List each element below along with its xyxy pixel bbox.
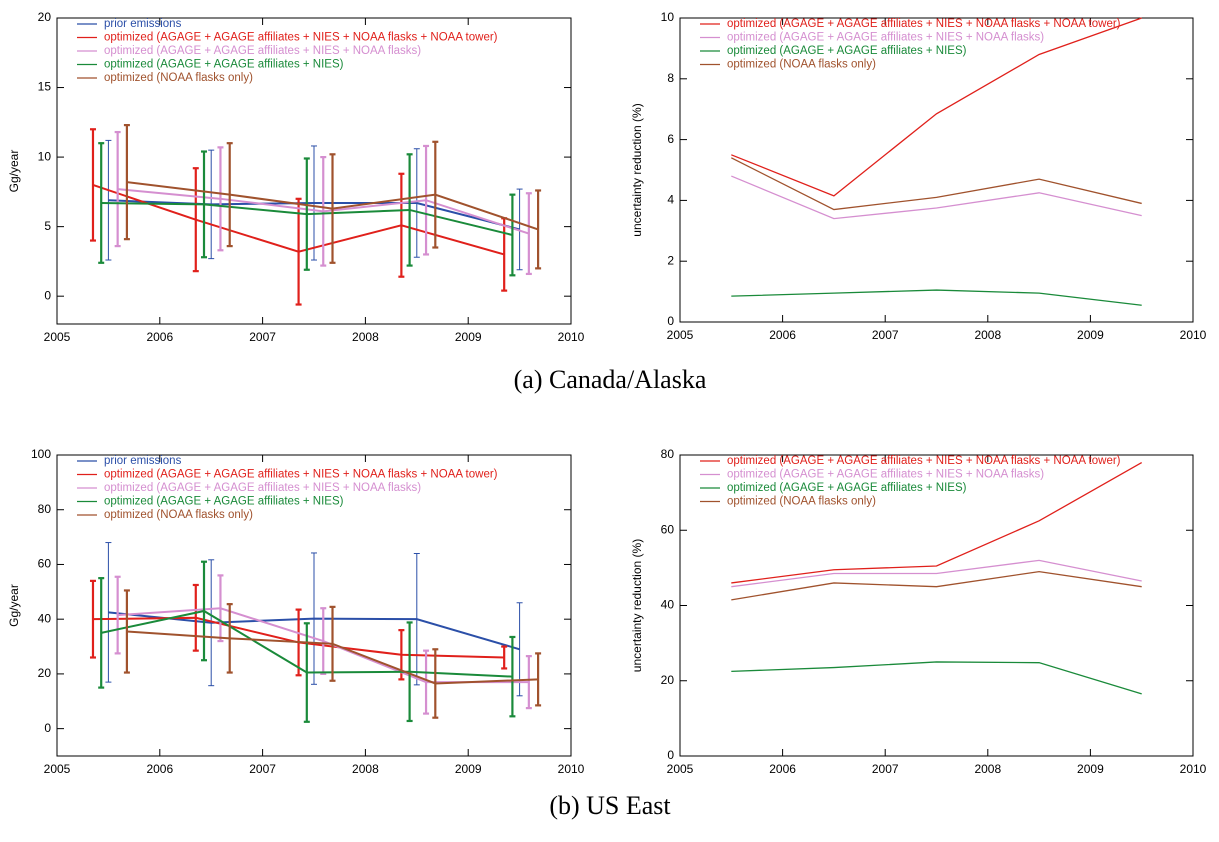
series-line (731, 570, 1142, 601)
legend-label: optimized (AGAGE + AGAGE affiliates + NI… (727, 32, 1044, 44)
y-tick-label: 10 (38, 149, 52, 163)
legend-label: prior emissions (104, 455, 182, 467)
x-tick-label: 2006 (146, 330, 173, 344)
x-tick-label: 2009 (1077, 328, 1104, 342)
y-tick-label: 60 (661, 522, 675, 536)
y-tick-label: 60 (38, 557, 52, 571)
legend-label: optimized (AGAGE + AGAGE affiliates + NI… (104, 59, 344, 71)
plot-frame (56, 454, 572, 757)
legend-label: optimized (AGAGE + AGAGE affiliates + NI… (727, 45, 967, 57)
y-tick-label: 40 (661, 598, 675, 612)
y-tick-label: 20 (661, 673, 675, 687)
x-tick-label: 2009 (455, 330, 482, 344)
plot-frame (679, 17, 1194, 323)
x-tick-label: 2007 (872, 762, 899, 776)
y-tick-label: 4 (667, 193, 674, 207)
legend-label: prior emissions (104, 18, 182, 30)
series-line (731, 661, 1142, 695)
x-tick-label: 2008 (974, 328, 1001, 342)
series-line (731, 175, 1142, 220)
y-tick-label: 100 (31, 447, 51, 461)
y-tick-label: 0 (667, 748, 674, 762)
legend-label: optimized (NOAA flasks only) (727, 59, 876, 71)
y-tick-label: 15 (38, 80, 52, 94)
series-line (731, 17, 1142, 197)
y-tick-label: 2 (667, 253, 674, 267)
x-tick-label: 2006 (146, 762, 173, 776)
y-tick-label: 20 (38, 666, 52, 680)
x-tick-label: 2005 (667, 762, 694, 776)
x-tick-label: 2005 (44, 762, 71, 776)
legend-label: optimized (AGAGE + AGAGE affiliates + NI… (104, 482, 421, 494)
caption: (a) Canada/Alaska (514, 365, 707, 394)
series-line (731, 157, 1142, 211)
x-tick-label: 2006 (769, 328, 796, 342)
y-tick-label: 0 (44, 288, 51, 302)
legend-label: optimized (AGAGE + AGAGE affiliates + NI… (104, 469, 498, 481)
y-tick-label: 0 (667, 314, 674, 328)
x-tick-label: 2010 (1180, 762, 1207, 776)
x-tick-label: 2008 (974, 762, 1001, 776)
x-tick-label: 2007 (249, 762, 276, 776)
y-tick-label: 20 (38, 10, 52, 24)
x-tick-label: 2009 (1077, 762, 1104, 776)
y-axis-label: Gg/year (7, 150, 21, 193)
y-tick-label: 40 (38, 611, 52, 625)
legend-label: optimized (AGAGE + AGAGE affiliates + NI… (727, 18, 1121, 30)
x-tick-label: 2007 (872, 328, 899, 342)
legend-label: optimized (AGAGE + AGAGE affiliates + NI… (727, 469, 1044, 481)
x-tick-label: 2009 (455, 762, 482, 776)
x-tick-label: 2005 (667, 328, 694, 342)
series-line (731, 289, 1142, 306)
y-tick-label: 6 (667, 132, 674, 146)
x-tick-label: 2010 (558, 330, 585, 344)
legend-label: optimized (AGAGE + AGAGE affiliates + NI… (104, 45, 421, 57)
y-tick-label: 5 (44, 219, 51, 233)
y-axis-label: uncertainty reduction (%) (630, 539, 644, 672)
y-axis-label: uncertainty reduction (%) (630, 103, 644, 236)
series-line (731, 461, 1143, 584)
legend-label: optimized (AGAGE + AGAGE affiliates + NI… (727, 482, 967, 494)
y-tick-label: 8 (667, 71, 674, 85)
y-tick-label: 80 (661, 447, 675, 461)
legend-label: optimized (AGAGE + AGAGE affiliates + NI… (104, 32, 498, 44)
y-axis-label: Gg/year (7, 584, 21, 627)
series-line (731, 559, 1142, 588)
legend-label: optimized (AGAGE + AGAGE affiliates + NI… (727, 455, 1121, 467)
x-tick-label: 2008 (352, 762, 379, 776)
x-tick-label: 2010 (1180, 328, 1207, 342)
legend-label: optimized (AGAGE + AGAGE affiliates + NI… (104, 496, 344, 508)
x-tick-label: 2006 (769, 762, 796, 776)
legend-label: optimized (NOAA flasks only) (727, 496, 876, 508)
legend-label: optimized (NOAA flasks only) (104, 72, 253, 84)
caption: (b) US East (549, 791, 671, 820)
y-tick-label: 10 (661, 10, 675, 24)
x-tick-label: 2005 (44, 330, 71, 344)
plot-frame (56, 17, 572, 325)
legend-label: optimized (NOAA flasks only) (104, 509, 253, 521)
x-tick-label: 2010 (558, 762, 585, 776)
x-tick-label: 2007 (249, 330, 276, 344)
x-tick-label: 2008 (352, 330, 379, 344)
y-tick-label: 80 (38, 502, 52, 516)
y-tick-label: 0 (44, 721, 51, 735)
